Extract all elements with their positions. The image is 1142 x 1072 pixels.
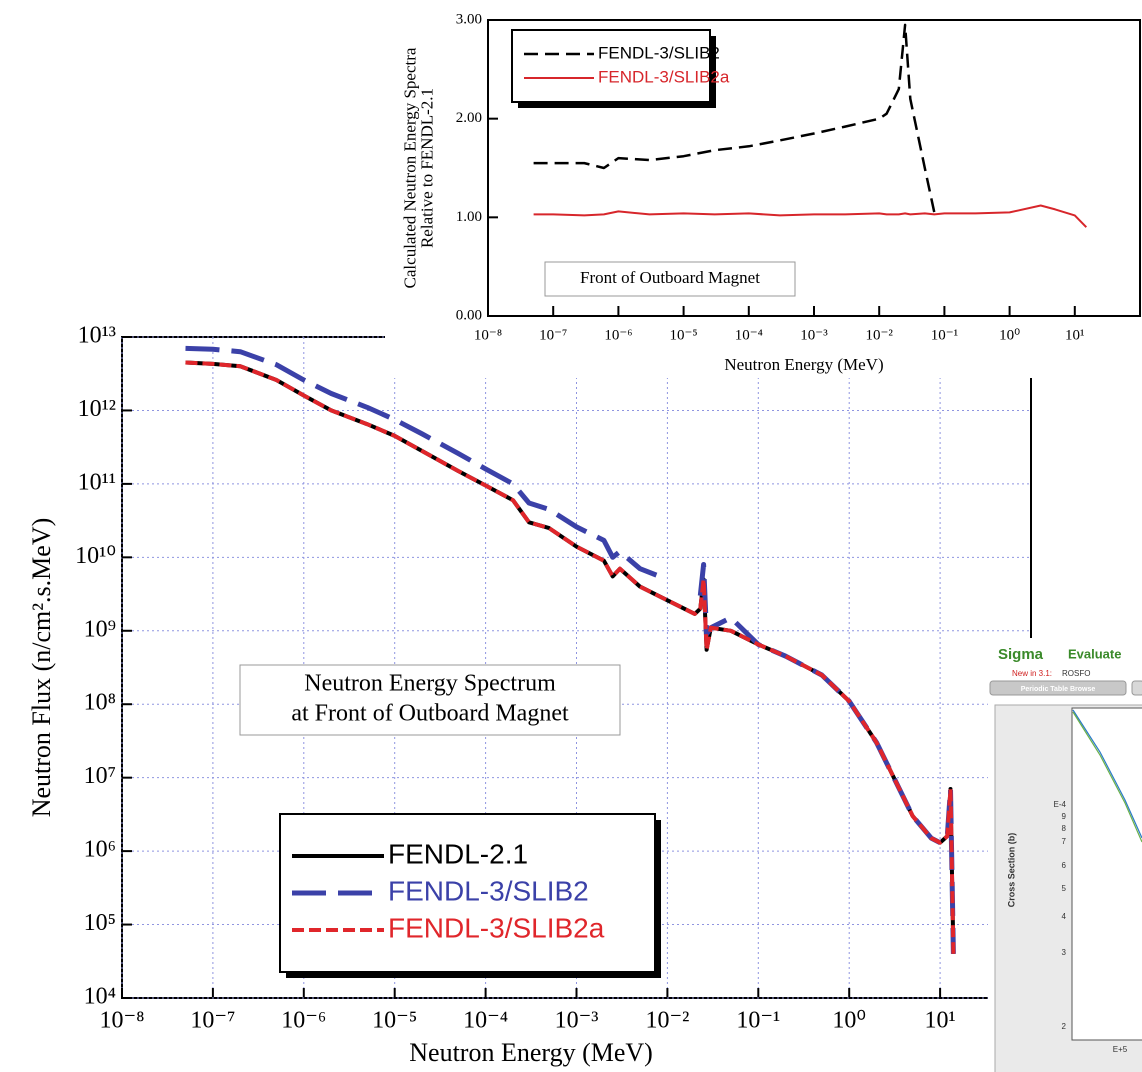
main-chart: 10⁻⁸ 10⁻⁷ 10⁻⁶ 10⁻⁵ 10⁻⁴ 10⁻³ 10⁻² 10⁻¹ 10⁰ 10¹ 10… <box>27 323 1032 1067</box>
sigma-ytick: E-4 <box>1054 800 1067 809</box>
sigma-ytick: 5 <box>1062 884 1067 893</box>
sigma-ylabel: Cross Section (b) <box>1006 833 1016 908</box>
x-tick-label: 10⁻³ <box>800 327 828 343</box>
inset-background <box>385 0 1142 378</box>
x-tick-label: 10⁻³ <box>555 1008 599 1034</box>
x-tick-label: 10⁰ <box>999 327 1020 343</box>
x-tick-label: 10⁻⁵ <box>372 1008 417 1034</box>
legend-label: FENDL-2.1 <box>388 838 528 869</box>
sigma-ytick: 6 <box>1062 861 1067 870</box>
x-tick-label: 10⁻⁶ <box>604 327 632 343</box>
y-tick-label: 10⁵ <box>84 910 116 936</box>
x-tick-label: 10⁻⁴ <box>735 327 763 343</box>
sigma-ticks: E-4 9 8 7 6 5 4 3 2 E+5 <box>1054 800 1128 1054</box>
legend-label: FENDL-3/SLIB2a <box>388 912 605 943</box>
legend-label: FENDL-3/SLIB2a <box>598 67 730 86</box>
series-line <box>533 204 1088 228</box>
x-axis-title: Neutron Energy (MeV) <box>409 1038 653 1067</box>
curve <box>1072 711 1142 843</box>
sigma-ytick: 7 <box>1062 837 1067 846</box>
curve <box>1072 709 1142 839</box>
sigma-ytick: 4 <box>1062 912 1067 921</box>
annotation: Neutron Energy Spectrum <box>304 671 556 697</box>
sigma-logo: Sigma <box>998 646 1044 663</box>
tab-label: Periodic Table Browse <box>1021 686 1096 693</box>
legend-label: FENDL-3/SLIB2 <box>388 875 589 906</box>
sigma-ytick: 8 <box>1062 824 1067 833</box>
news-text: ROSFO <box>1062 669 1090 678</box>
annotation-box <box>544 261 796 297</box>
sigma-ytick: 9 <box>1062 812 1067 821</box>
x-tick-label: 10⁻² <box>645 1008 689 1034</box>
x-tick-label: 10⁻⁶ <box>281 1008 326 1034</box>
x-axis-title: Neutron Energy (MeV) <box>724 355 883 374</box>
y-tick-label: 0.00 <box>456 307 482 323</box>
legend-box <box>511 29 711 103</box>
annotation: Front of Outboard Magnet <box>580 268 760 287</box>
y-axis-title: Relative to FENDL-2.1 <box>417 88 436 248</box>
tab[interactable] <box>989 680 1127 696</box>
y-tick-label: 10⁶ <box>84 837 116 863</box>
y-tick-label: 10⁹ <box>84 616 116 642</box>
annotation-box <box>239 664 621 736</box>
sigma-xtick: E+5 <box>1113 1045 1128 1054</box>
y-tick-label: 10¹¹ <box>78 469 116 495</box>
y-axis-title: Calculated Neutron Energy Spectra <box>400 47 419 288</box>
sigma-title: Evaluate <box>1068 646 1121 661</box>
x-tick-label: 10⁻⁷ <box>190 1008 235 1034</box>
series-line <box>533 23 936 213</box>
x-tick-label: 10⁻⁵ <box>670 327 698 343</box>
x-tick-label: 10⁰ <box>832 1008 866 1034</box>
inset-chart: 10⁻⁸ 10⁻⁷ 10⁻⁶ 10⁻⁵ 10⁻⁴ 10⁻³ 10⁻² 10⁻¹ 10⁰ 10¹ 0.… <box>400 11 1141 374</box>
y-tick-label: 10⁸ <box>84 690 116 716</box>
annotation: at Front of Outboard Magnet <box>291 701 569 727</box>
x-tick-label: 10¹ <box>1065 327 1085 343</box>
y-tick-label: 2.00 <box>456 110 482 126</box>
series-line <box>185 360 956 954</box>
tab[interactable] <box>1131 680 1142 696</box>
y-tick-label: 10⁴ <box>84 984 116 1010</box>
x-tick-label: 10⁻⁸ <box>99 1008 144 1034</box>
x-tick-label: 10⁻² <box>865 327 893 343</box>
x-tick-label: 10¹ <box>924 1008 955 1034</box>
x-tick-label: 10⁻¹ <box>736 1008 780 1034</box>
y-axis-title: Neutron Flux (n/cm².s.MeV) <box>27 518 56 818</box>
y-tick-label: 1.00 <box>456 209 482 225</box>
plot-area <box>1071 707 1142 1041</box>
legend-label: FENDL-3/SLIB2 <box>598 43 720 62</box>
sigma-ytick: 2 <box>1062 1022 1067 1031</box>
y-tick-label: 10⁷ <box>84 763 116 789</box>
x-tick-label: 10⁻⁸ <box>474 327 502 343</box>
y-tick-label: 10¹⁰ <box>75 543 116 569</box>
y-tick-label: 3.00 <box>456 11 482 27</box>
x-tick-label: 10⁻⁷ <box>539 327 567 343</box>
sigma-ytick: 3 <box>1062 948 1067 957</box>
x-tick-label: 10⁻¹ <box>931 327 958 343</box>
y-tick-label: 10¹³ <box>78 323 116 349</box>
x-tick-label: 10⁻⁴ <box>463 1008 508 1034</box>
news-label: New in 3.1: <box>1012 669 1052 678</box>
y-tick-label: 10¹² <box>78 396 116 422</box>
sigma-screenshot: Sigma Evaluate New in 3.1: ROSFO Periodi… <box>988 638 1142 1072</box>
